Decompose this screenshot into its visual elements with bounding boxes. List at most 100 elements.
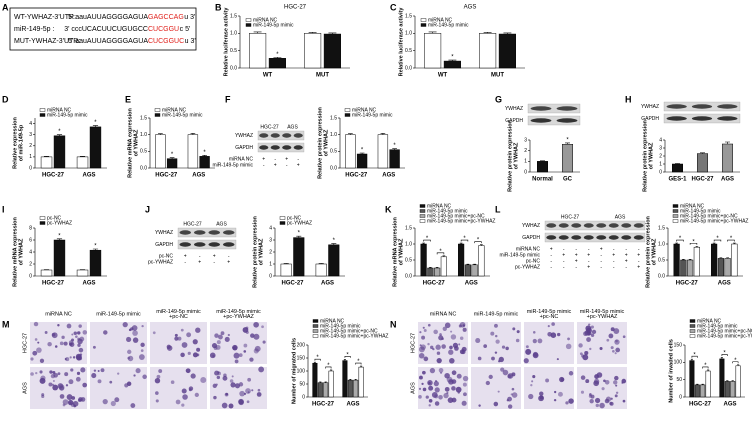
cell <box>458 343 461 346</box>
y-tick-label: 4 <box>29 121 32 127</box>
cell <box>177 336 182 341</box>
cell <box>615 347 621 353</box>
y-tick-label: 0.0 <box>658 273 665 279</box>
bar <box>537 161 548 173</box>
panel-label: A <box>2 2 9 12</box>
blot-band <box>293 133 303 138</box>
significance-bracket <box>676 239 684 242</box>
bar <box>166 158 178 169</box>
cell <box>511 387 515 391</box>
cell <box>181 388 187 394</box>
error-bar <box>43 156 50 157</box>
cell <box>428 398 433 403</box>
cell <box>154 377 161 384</box>
bar <box>323 33 341 69</box>
y-axis-label: Relative luciferase activity <box>223 7 229 77</box>
cell <box>589 398 594 404</box>
cell <box>419 331 422 334</box>
panel-label: B <box>215 2 222 12</box>
significance-bracket <box>314 358 321 361</box>
panel-label: E <box>125 94 131 104</box>
significance: * <box>171 152 174 158</box>
legend-label: pc-NC <box>287 215 302 221</box>
cell <box>435 344 441 350</box>
cell <box>538 395 544 402</box>
condition-sign: - <box>613 264 615 270</box>
cell <box>39 358 45 363</box>
cell <box>451 397 457 403</box>
cell <box>196 353 200 357</box>
cell <box>243 350 247 353</box>
legend-label: pc-NC <box>47 215 62 221</box>
y-tick-label: 4 <box>659 137 662 143</box>
y-axis-label: Number of invaded cells <box>668 339 674 403</box>
y-axis-label: Relative luciferase activity <box>398 7 404 77</box>
legend-label: pc-YWHAZ <box>47 220 72 226</box>
x-tick-label: HGC-27 <box>312 402 335 408</box>
cell <box>175 399 181 405</box>
significance: * <box>361 148 364 154</box>
significance: * <box>393 143 396 149</box>
y-tick-label: 0.5 <box>658 257 665 263</box>
condition-sign: + <box>600 246 603 252</box>
error-bar <box>503 32 512 35</box>
cell <box>245 388 251 394</box>
error-bar <box>719 257 723 259</box>
cell <box>44 331 48 334</box>
y-tick-label: 0 <box>29 273 32 279</box>
bar <box>687 259 694 277</box>
cell <box>186 332 192 338</box>
legend-label: miRNA NC <box>427 203 452 209</box>
cell <box>39 370 43 374</box>
x-tick-label: GC <box>563 177 573 183</box>
cell <box>37 341 40 344</box>
blot-band <box>293 145 303 150</box>
cell <box>498 360 501 363</box>
legend-swatch <box>312 334 319 338</box>
legend-label: miRNA NC <box>253 17 278 23</box>
blot-band <box>583 223 594 228</box>
cell <box>82 382 88 388</box>
significance: * <box>357 359 360 365</box>
legend-label: miR-149-5p mimic <box>680 208 721 214</box>
error-bar <box>56 238 63 240</box>
bar <box>735 365 741 398</box>
cell <box>608 333 614 339</box>
significance: * <box>566 138 569 144</box>
cell <box>507 404 513 409</box>
legend-label: miR-149-5p mimic+pc-YWHAZ <box>427 218 495 224</box>
blot-strip <box>527 115 581 126</box>
cell <box>195 327 201 333</box>
x-tick-label: WT <box>263 73 273 79</box>
cell <box>103 330 108 335</box>
bar <box>89 249 102 277</box>
error-bar <box>707 369 710 371</box>
legend-swatch <box>344 108 351 112</box>
x-tick-label: AGS <box>723 402 736 408</box>
cell <box>54 345 58 348</box>
y-axis-label: of YWHAZ <box>133 129 139 156</box>
blot-band <box>259 145 269 150</box>
cell <box>579 352 583 356</box>
blot-strip <box>177 227 237 238</box>
cell <box>583 331 588 337</box>
cell <box>422 326 425 329</box>
cell <box>455 386 462 393</box>
cell <box>224 336 230 342</box>
y-tick-label: 8 <box>29 225 32 231</box>
condition-sign: - <box>575 246 577 252</box>
error-bar <box>675 242 678 244</box>
cell <box>220 331 225 336</box>
cell <box>537 338 543 344</box>
bar <box>680 259 687 277</box>
bar <box>458 243 465 277</box>
blot-band <box>179 230 192 235</box>
error-bar <box>354 379 357 381</box>
cell <box>114 397 120 403</box>
y-tick-label: 50 <box>676 377 682 383</box>
cell <box>185 368 191 374</box>
cell <box>67 399 74 406</box>
y-tick-label: 3 <box>659 145 662 151</box>
cell <box>155 391 159 395</box>
cell <box>66 394 73 400</box>
